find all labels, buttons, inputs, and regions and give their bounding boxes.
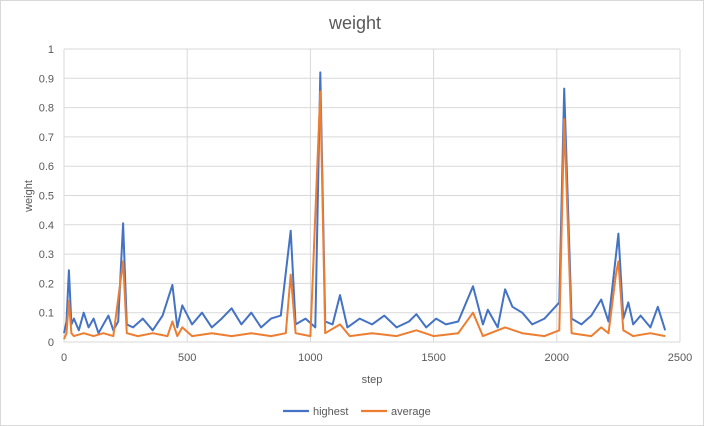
y-tick-label: 0.7: [39, 132, 54, 144]
y-tick-label: 0.3: [39, 249, 54, 261]
x-tick-label: 1500: [421, 352, 445, 364]
x-tick-label: 2500: [668, 352, 692, 364]
y-tick-label: 0.5: [39, 191, 54, 203]
y-tick-label: 0.6: [39, 161, 54, 173]
chart-title: weight: [328, 13, 381, 33]
y-tick-label: 0.2: [39, 278, 54, 290]
y-tick-label: 1: [48, 44, 54, 56]
series-line-average: [63, 90, 666, 340]
y-tick-labels: 0 0.1 0.2 0.3 0.4 0.5 0.6 0.7 0.8 0.9 1: [39, 44, 54, 349]
x-tick-labels: 0 500 1000 1500 2000 2500: [61, 352, 692, 364]
x-tick-label: 0: [61, 352, 67, 364]
y-tick-label: 0.4: [39, 220, 54, 232]
x-tick-label: 500: [178, 352, 196, 364]
y-tick-label: 0.1: [39, 308, 54, 320]
legend-label-average: average: [391, 406, 431, 418]
series-layer: [63, 71, 667, 340]
legend: highest average: [283, 406, 431, 418]
series-line-highest: [63, 71, 667, 335]
y-axis-label: weight: [23, 180, 35, 213]
x-axis-label: step: [362, 374, 383, 386]
x-tick-label: 1000: [298, 352, 322, 364]
y-tick-label: 0.9: [39, 73, 54, 85]
grid-layer: [63, 48, 681, 343]
x-tick-label: 2000: [545, 352, 569, 364]
legend-label-highest: highest: [313, 406, 348, 418]
y-tick-label: 0.8: [39, 103, 54, 115]
y-tick-label: 0: [48, 337, 54, 349]
